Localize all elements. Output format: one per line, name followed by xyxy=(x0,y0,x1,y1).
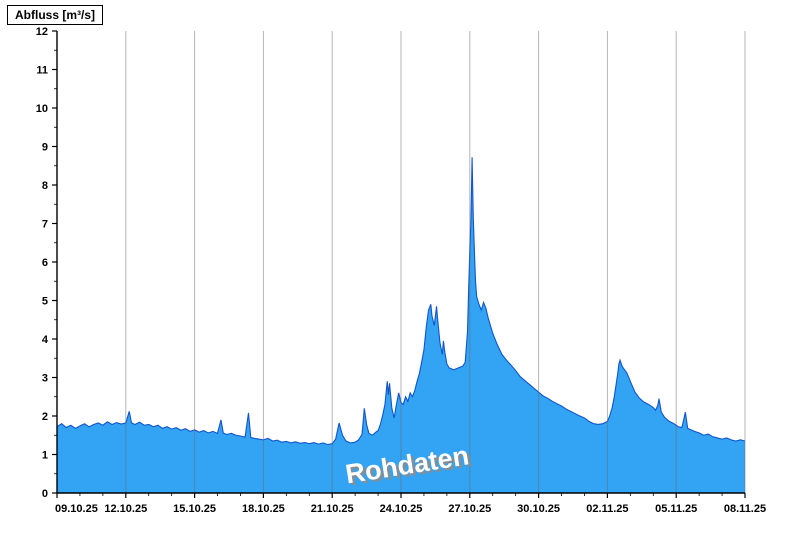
svg-text:18.10.25: 18.10.25 xyxy=(242,503,285,515)
svg-text:2: 2 xyxy=(42,411,48,423)
svg-text:12: 12 xyxy=(36,26,48,38)
svg-text:7: 7 xyxy=(42,219,48,231)
svg-text:27.10.25: 27.10.25 xyxy=(448,503,491,515)
svg-text:5: 5 xyxy=(42,296,48,308)
x-gridlines xyxy=(125,31,746,493)
svg-text:12.10.25: 12.10.25 xyxy=(104,503,147,515)
svg-text:0: 0 xyxy=(42,488,48,500)
svg-text:1: 1 xyxy=(42,450,48,462)
svg-text:21.10.25: 21.10.25 xyxy=(311,503,354,515)
svg-text:24.10.25: 24.10.25 xyxy=(380,503,423,515)
svg-text:10: 10 xyxy=(36,103,48,115)
chart-title: Abfluss [m³/s] xyxy=(7,5,104,25)
series-line xyxy=(56,157,746,446)
svg-text:6: 6 xyxy=(42,257,48,269)
svg-text:30.10.25: 30.10.25 xyxy=(517,503,560,515)
svg-text:08.11.25: 08.11.25 xyxy=(724,503,766,515)
svg-text:9: 9 xyxy=(42,142,48,154)
svg-text:15.10.25: 15.10.25 xyxy=(173,503,216,515)
svg-text:8: 8 xyxy=(42,180,48,192)
x-axis-ticks: 09.10.25 12.10.25 15.10.25 18.10.25 21.10.25… xyxy=(55,493,766,515)
svg-text:05.11.25: 05.11.25 xyxy=(655,503,697,515)
svg-text:11: 11 xyxy=(36,65,48,77)
svg-text:4: 4 xyxy=(42,334,49,346)
svg-text:02.11.25: 02.11.25 xyxy=(586,503,628,515)
svg-text:09.10.25: 09.10.25 xyxy=(55,503,98,515)
svg-text:3: 3 xyxy=(42,373,48,385)
